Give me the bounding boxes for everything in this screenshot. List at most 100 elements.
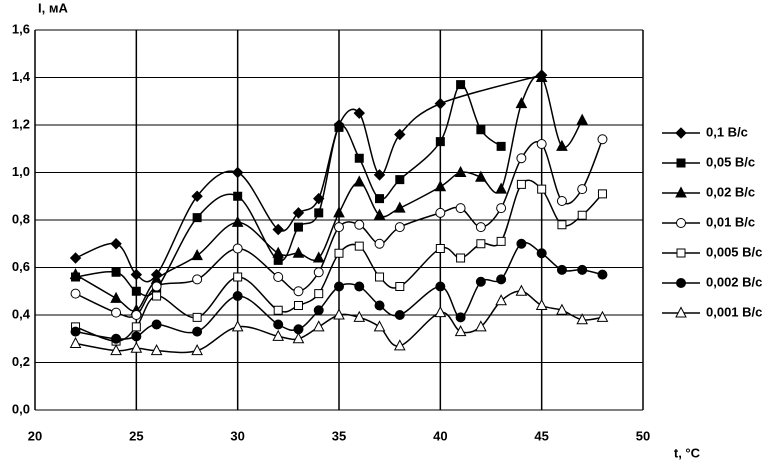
marker [333,308,345,320]
marker [556,264,567,275]
marker [476,239,486,249]
marker [313,267,324,278]
marker [496,141,506,151]
marker [292,246,305,258]
marker [576,113,589,125]
marker [314,289,324,299]
marker [293,222,303,232]
marker [131,322,141,332]
marker [536,139,547,149]
marker [192,274,203,285]
marker [111,267,121,277]
x-tick-label: 25 [129,428,143,443]
y-tick-label: 0,8 [12,211,30,226]
marker [151,319,162,330]
marker [69,268,82,280]
marker [374,300,385,311]
marker [232,291,243,301]
marker [334,122,344,132]
marker [475,170,487,182]
y-tick-label: 1,6 [12,21,30,36]
marker [456,253,466,263]
marker [577,184,588,195]
marker [535,298,548,310]
legend-label: 0,002 В/с [706,274,762,289]
legend-label: 0,05 В/с [706,154,755,169]
marker [455,312,466,323]
marker [435,137,445,147]
marker [435,244,445,253]
series-line [75,179,604,342]
marker [192,213,202,223]
marker [597,134,608,145]
marker [374,238,385,249]
marker [537,184,547,194]
x-tick-label: 35 [332,428,346,443]
marker [130,268,143,281]
marker [454,325,467,337]
marker [475,222,486,233]
legend-marker [676,248,686,258]
marker [475,276,486,287]
marker [273,305,283,315]
marker [70,288,81,299]
marker [292,207,305,219]
marker [231,215,244,227]
marker [233,272,243,282]
marker [354,281,365,292]
marker [475,320,487,332]
marker [476,125,486,135]
marker [394,128,406,141]
marker [151,281,162,292]
marker [516,179,526,189]
marker [577,264,588,275]
marker [353,107,365,119]
marker [272,246,285,258]
legend-label: 0,005 В/с [706,244,762,259]
marker [293,286,304,297]
y-tick-label: 1,0 [12,164,30,179]
x-tick-label: 40 [433,428,447,443]
marker [231,320,244,332]
marker [373,208,386,220]
marker [192,312,202,322]
marker [375,272,385,282]
y-tick-label: 1,4 [12,69,31,84]
y-axis-label: I, мА [38,0,68,15]
marker [434,97,447,110]
marker [69,336,82,348]
marker [313,305,324,316]
marker [576,313,589,325]
marker [373,320,386,332]
legend-label: 0,02 В/с [706,184,755,199]
legend-marker [676,278,686,288]
marker [354,153,364,163]
marker [373,169,386,181]
marker [375,194,385,204]
marker [110,344,122,356]
marker [150,344,163,356]
marker [353,310,366,322]
marker [334,248,344,258]
marker [515,97,528,109]
marker [334,222,344,233]
x-tick-label: 20 [28,428,42,443]
marker [394,222,405,233]
marker [111,307,122,318]
marker [314,208,324,218]
marker [596,310,609,322]
marker [130,341,143,353]
marker [393,201,406,213]
marker [191,249,203,261]
y-tick-label: 0,6 [12,259,30,274]
marker [495,182,507,194]
marker [395,282,405,291]
marker [131,286,141,296]
marker [273,319,284,330]
marker [577,210,587,220]
marker [434,180,447,192]
marker [292,332,305,344]
marker [110,291,122,303]
marker [191,344,203,356]
